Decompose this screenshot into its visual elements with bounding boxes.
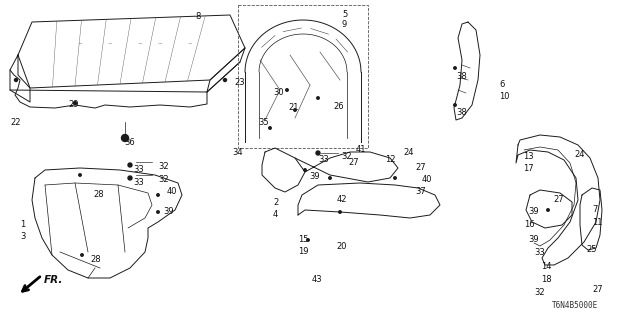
Text: 24: 24 (574, 150, 584, 159)
Text: 38: 38 (456, 72, 467, 81)
Circle shape (547, 209, 549, 211)
Text: 38: 38 (456, 108, 467, 117)
Text: 6: 6 (499, 80, 504, 89)
Circle shape (307, 239, 309, 241)
Text: 41: 41 (356, 145, 367, 154)
Text: 7: 7 (592, 205, 597, 214)
Circle shape (15, 78, 17, 82)
Text: 39: 39 (528, 207, 539, 216)
Text: FR.: FR. (44, 275, 63, 285)
Text: 37: 37 (415, 187, 426, 196)
Text: 27: 27 (553, 195, 564, 204)
Text: 2: 2 (273, 198, 278, 207)
Text: 39: 39 (528, 235, 539, 244)
Text: 26: 26 (333, 102, 344, 111)
Text: 19: 19 (298, 247, 308, 256)
Text: ~: ~ (138, 41, 142, 46)
Text: 18: 18 (541, 275, 552, 284)
Text: 15: 15 (298, 235, 308, 244)
Circle shape (269, 127, 271, 129)
Text: 33: 33 (133, 165, 144, 174)
Text: 30: 30 (273, 88, 284, 97)
Text: 25: 25 (586, 245, 596, 254)
Text: 10: 10 (499, 92, 509, 101)
Circle shape (329, 177, 332, 179)
Text: 27: 27 (415, 163, 426, 172)
Text: 34: 34 (232, 148, 243, 157)
Text: ~: ~ (108, 41, 112, 46)
Text: 32: 32 (158, 175, 168, 184)
Circle shape (339, 211, 341, 213)
Circle shape (128, 163, 132, 167)
Text: 22: 22 (10, 118, 20, 127)
Text: T6N4B5000E: T6N4B5000E (552, 301, 598, 310)
Text: 33: 33 (133, 178, 144, 187)
Circle shape (454, 67, 456, 69)
Text: 40: 40 (167, 187, 177, 196)
Text: 28: 28 (90, 255, 100, 264)
Text: 35: 35 (258, 118, 269, 127)
Text: 39: 39 (163, 207, 173, 216)
Text: 13: 13 (523, 152, 534, 161)
Circle shape (157, 194, 159, 196)
Text: 17: 17 (523, 164, 534, 173)
Circle shape (223, 78, 227, 82)
Circle shape (316, 151, 320, 155)
Text: 29: 29 (68, 100, 79, 109)
Text: 24: 24 (403, 148, 413, 157)
Text: 33: 33 (534, 248, 545, 257)
Text: 21: 21 (288, 103, 298, 112)
Circle shape (122, 134, 129, 141)
Text: 36: 36 (124, 138, 135, 147)
Text: ~: ~ (157, 41, 163, 46)
Text: 12: 12 (385, 155, 396, 164)
Text: 28: 28 (93, 190, 104, 199)
Circle shape (81, 254, 83, 256)
Text: 39: 39 (309, 172, 319, 181)
Circle shape (74, 101, 77, 105)
Text: 14: 14 (541, 262, 552, 271)
Circle shape (285, 89, 288, 91)
Text: 32: 32 (158, 162, 168, 171)
Text: 11: 11 (592, 218, 602, 227)
Text: 32: 32 (341, 152, 351, 161)
Text: 16: 16 (524, 220, 534, 229)
Text: 43: 43 (312, 275, 323, 284)
Circle shape (454, 104, 456, 106)
Text: 40: 40 (422, 175, 433, 184)
Circle shape (128, 176, 132, 180)
Text: 32: 32 (534, 288, 545, 297)
Circle shape (317, 97, 319, 99)
Circle shape (157, 211, 159, 213)
Circle shape (304, 169, 307, 171)
Text: 4: 4 (273, 210, 278, 219)
Text: 5: 5 (342, 10, 348, 19)
Text: ~: ~ (77, 41, 83, 46)
Text: ~: ~ (188, 41, 192, 46)
Text: 33: 33 (318, 155, 329, 164)
Text: 23: 23 (234, 78, 244, 87)
Text: 1: 1 (20, 220, 25, 229)
Circle shape (79, 174, 81, 176)
Circle shape (294, 109, 296, 111)
Text: 42: 42 (337, 195, 348, 204)
Text: 3: 3 (20, 232, 26, 241)
Circle shape (394, 177, 396, 179)
Text: 8: 8 (195, 12, 200, 21)
Text: 9: 9 (342, 20, 348, 29)
Text: 20: 20 (336, 242, 346, 251)
Text: 27: 27 (348, 158, 358, 167)
Text: 27: 27 (592, 285, 603, 294)
